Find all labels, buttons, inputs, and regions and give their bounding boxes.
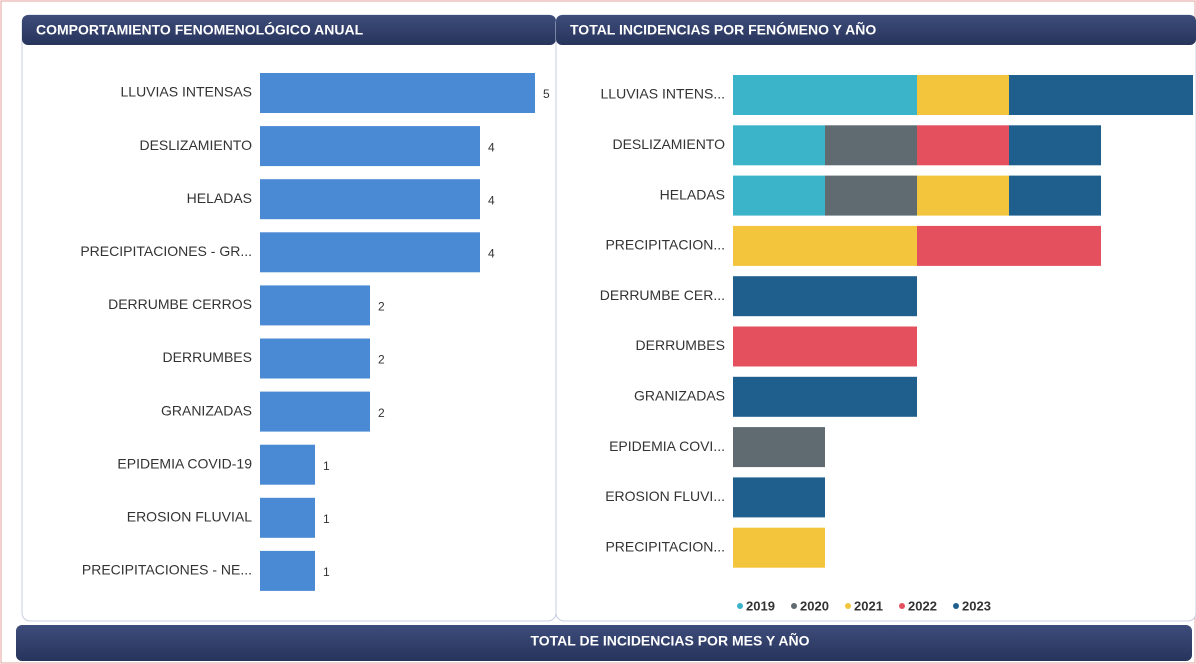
value-label: 2 — [378, 353, 385, 367]
bar — [260, 285, 370, 326]
bar-segment — [917, 225, 1101, 266]
category-label: DESLIZAMIENTO — [612, 136, 725, 152]
panel-header — [22, 15, 556, 45]
bar — [260, 126, 480, 167]
category-label: DERRUMBES — [163, 349, 252, 365]
category-label: EPIDEMIA COVID-19 — [117, 455, 252, 471]
bar-segment — [917, 125, 1009, 166]
panel-header — [556, 15, 1196, 45]
value-label: 2 — [378, 406, 385, 420]
category-label: PRECIPITACIONES - NE... — [82, 562, 252, 578]
category-label: PRECIPITACION... — [605, 237, 725, 253]
legend-label: 2021 — [854, 598, 883, 613]
bar-segment — [1009, 125, 1101, 166]
category-label: DERRUMBES — [636, 337, 725, 353]
bar-segment — [733, 376, 917, 417]
bar — [260, 73, 535, 113]
legend-marker — [791, 603, 797, 609]
value-label: 1 — [323, 459, 330, 473]
category-label: EROSION FLUVI... — [605, 488, 725, 504]
bar-segment — [1009, 175, 1101, 216]
bar — [260, 232, 480, 273]
legend-label: 2023 — [962, 598, 991, 613]
bar-segment — [733, 326, 917, 367]
bar-segment — [733, 477, 825, 518]
category-label: DESLIZAMIENTO — [139, 137, 252, 153]
value-label: 2 — [378, 300, 385, 314]
bar-segment — [733, 75, 917, 115]
bar-segment — [733, 427, 825, 468]
bar — [260, 179, 480, 220]
bar-segment — [733, 225, 917, 266]
value-label: 4 — [488, 246, 495, 260]
bar — [260, 391, 370, 432]
value-label: 1 — [323, 512, 330, 526]
bar-segment — [825, 125, 917, 166]
value-label: 5 — [543, 87, 550, 101]
category-label: EROSION FLUVIAL — [127, 509, 252, 525]
category-label: LLUVIAS INTENS... — [601, 86, 725, 102]
value-label: 4 — [488, 193, 495, 207]
category-label: HELADAS — [660, 186, 725, 202]
legend-marker — [953, 603, 959, 609]
category-label: DERRUMBE CER... — [600, 287, 725, 303]
panel-title: COMPORTAMIENTO FENOMENOLÓGICO ANUAL — [36, 21, 364, 38]
legend-marker — [737, 603, 743, 609]
value-label: 4 — [488, 140, 495, 154]
category-label: GRANIZADAS — [161, 402, 252, 418]
panel-header — [16, 625, 1192, 661]
category-label: DERRUMBE CERROS — [108, 296, 252, 312]
bar — [260, 444, 315, 485]
category-label: HELADAS — [187, 190, 252, 206]
bar-segment — [733, 175, 825, 216]
bar-segment — [917, 75, 1009, 115]
panel-title: TOTAL DE INCIDENCIAS POR MES Y AÑO — [530, 632, 809, 649]
bar-segment — [733, 125, 825, 166]
legend-label: 2019 — [746, 598, 775, 613]
bar-segment — [733, 527, 825, 568]
bar — [260, 497, 315, 538]
legend-marker — [899, 603, 905, 609]
category-label: PRECIPITACION... — [605, 538, 725, 554]
category-label: GRANIZADAS — [634, 388, 725, 404]
legend-marker — [845, 603, 851, 609]
value-label: 1 — [323, 565, 330, 579]
category-label: LLUVIAS INTENSAS — [121, 84, 253, 100]
bar-segment — [1009, 75, 1193, 115]
bar-segment — [825, 175, 917, 216]
bar — [260, 338, 370, 379]
bar — [260, 550, 315, 591]
legend-label: 2020 — [800, 598, 829, 613]
bar-segment — [733, 276, 917, 317]
category-label: EPIDEMIA COVI... — [609, 438, 725, 454]
category-label: PRECIPITACIONES - GR... — [80, 243, 252, 259]
legend-label: 2022 — [908, 598, 937, 613]
panel-title: TOTAL INCIDENCIAS POR FENÓMENO Y AÑO — [570, 21, 876, 38]
bar-segment — [917, 175, 1009, 216]
